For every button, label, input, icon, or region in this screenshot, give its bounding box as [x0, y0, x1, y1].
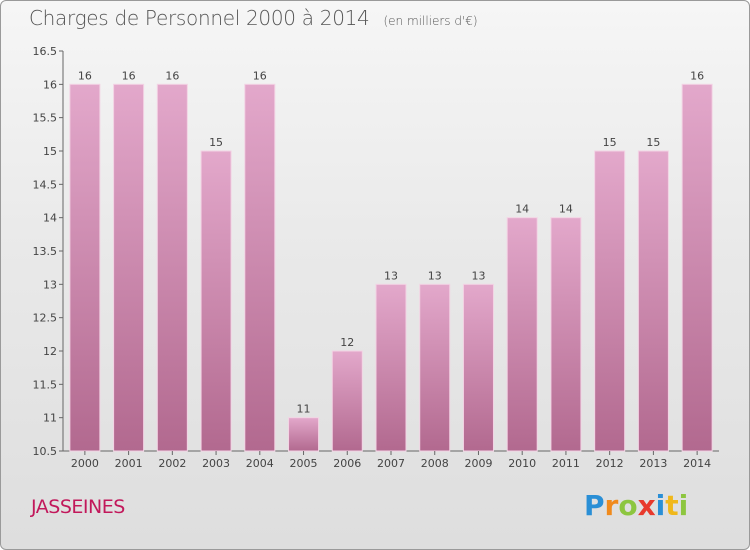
y-tick-label: 11: [43, 412, 57, 425]
bar-value-label: 15: [209, 136, 223, 149]
y-tick-label: 16: [43, 78, 57, 91]
x-tick-label: 2000: [71, 457, 99, 470]
bar-value-label: 11: [297, 403, 311, 416]
chart-title-text: Charges de Personnel 2000 à 2014: [29, 6, 370, 30]
logo-letter: t: [665, 489, 679, 522]
y-tick-label: 10.5: [33, 445, 58, 458]
x-tick-label: 2001: [115, 457, 143, 470]
bar: [113, 83, 145, 452]
y-tick-label: 13.5: [33, 245, 58, 258]
bar-value-label: 16: [78, 69, 92, 82]
y-tick-label: 11.5: [33, 378, 58, 391]
bar-value-label: 14: [559, 203, 573, 216]
chart-subtitle: (en milliers d'€): [383, 14, 478, 28]
bar-value-label: 16: [122, 69, 136, 82]
bar: [462, 283, 494, 452]
y-tick-label: 12: [43, 345, 57, 358]
bar: [506, 217, 538, 452]
bar-value-label: 14: [515, 203, 529, 216]
logo-letter: P: [584, 489, 605, 522]
bar-value-label: 13: [428, 269, 442, 282]
commune-name: JASSEINES: [31, 496, 125, 518]
x-tick-label: 2006: [333, 457, 361, 470]
chart-title: Charges de Personnel 2000 à 2014 (en mill…: [29, 6, 478, 30]
bar: [550, 217, 582, 452]
x-tick-label: 2007: [377, 457, 405, 470]
x-tick-label: 2003: [202, 457, 230, 470]
y-tick-label: 15: [43, 145, 57, 158]
bar: [419, 283, 451, 452]
bar-value-label: 16: [165, 69, 179, 82]
x-tick-label: 2013: [639, 457, 667, 470]
logo-letter: i: [655, 489, 666, 522]
x-tick-label: 2010: [508, 457, 536, 470]
x-tick-label: 2004: [246, 457, 274, 470]
bar-value-label: 15: [603, 136, 617, 149]
y-tick-label: 13: [43, 278, 57, 291]
x-tick-label: 2005: [290, 457, 318, 470]
bar-value-label: 15: [646, 136, 660, 149]
logo-letter: i: [678, 489, 689, 522]
bar: [681, 83, 713, 452]
x-tick-label: 2012: [596, 457, 624, 470]
bar: [375, 283, 407, 452]
x-tick-label: 2002: [158, 457, 186, 470]
y-tick-label: 15.5: [33, 112, 58, 125]
x-tick-label: 2014: [683, 457, 711, 470]
proxiti-logo: Proxiti: [584, 489, 688, 522]
bar: [331, 350, 363, 452]
bar-value-label: 16: [690, 69, 704, 82]
bar: [156, 83, 188, 452]
logo-letter: x: [637, 489, 656, 522]
x-tick-label: 2009: [464, 457, 492, 470]
x-tick-label: 2011: [552, 457, 580, 470]
bar: [200, 150, 232, 452]
bar-value-label: 13: [384, 269, 398, 282]
bar: [288, 417, 320, 452]
logo-letter: r: [604, 489, 619, 522]
y-tick-label: 16.5: [33, 45, 58, 58]
bar-value-label: 12: [340, 336, 354, 349]
y-tick-label: 14.5: [33, 178, 58, 191]
bar: [594, 150, 626, 452]
bar-value-label: 16: [253, 69, 267, 82]
y-tick-label: 14: [43, 212, 57, 225]
y-tick-label: 12.5: [33, 312, 58, 325]
bar-value-label: 13: [471, 269, 485, 282]
bar: [244, 83, 276, 452]
x-tick-label: 2008: [421, 457, 449, 470]
bar: [69, 83, 101, 452]
bar: [637, 150, 669, 452]
logo-letter: o: [618, 489, 638, 522]
